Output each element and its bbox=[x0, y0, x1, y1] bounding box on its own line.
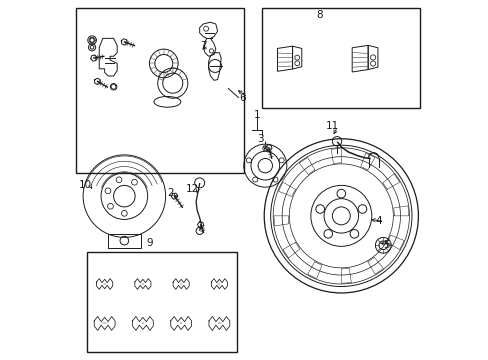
Text: 4: 4 bbox=[375, 216, 382, 226]
Text: 9: 9 bbox=[146, 238, 152, 248]
Text: 6: 6 bbox=[239, 93, 245, 103]
Bar bbox=[76, 8, 244, 173]
Text: 10: 10 bbox=[78, 180, 91, 190]
Text: 12: 12 bbox=[185, 184, 199, 194]
Text: 7: 7 bbox=[200, 41, 206, 50]
Bar bbox=[262, 8, 419, 108]
Text: 8: 8 bbox=[316, 10, 323, 20]
Text: 5: 5 bbox=[382, 239, 388, 249]
Text: 3: 3 bbox=[257, 134, 264, 144]
Text: 2: 2 bbox=[167, 188, 174, 198]
Text: 1: 1 bbox=[253, 111, 260, 121]
Text: 11: 11 bbox=[325, 121, 338, 131]
Bar bbox=[86, 252, 237, 352]
